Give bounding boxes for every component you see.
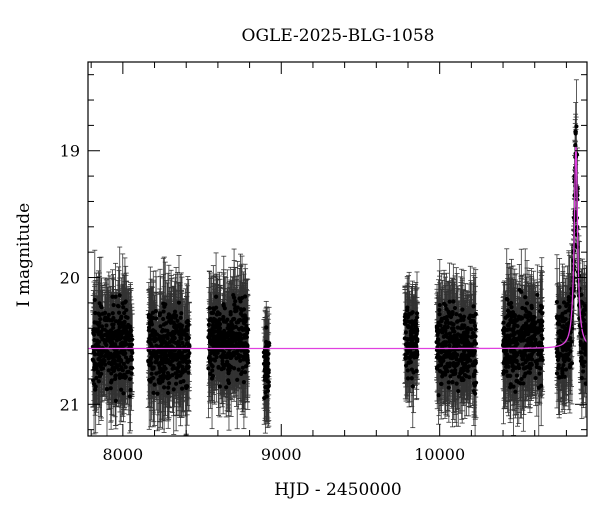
chart-title: OGLE-2025-BLG-1058 [242, 26, 435, 46]
plot-area [88, 79, 587, 436]
